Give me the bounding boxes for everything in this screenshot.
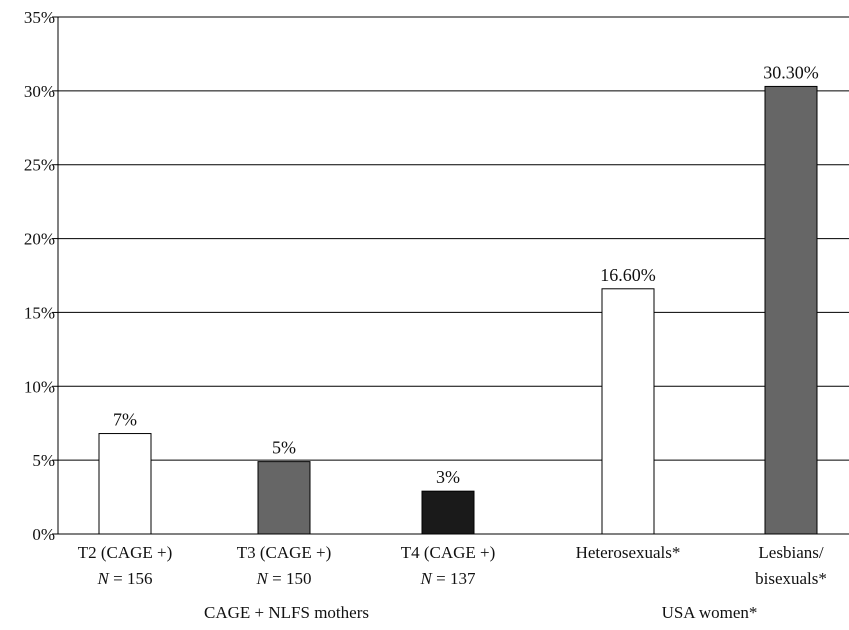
category-labels: T2 (CAGE +) N = 156 T3 (CAGE +) N = 150 T4 (… <box>78 543 827 588</box>
y-tick-label: 35% <box>24 8 55 27</box>
data-label: 30.30% <box>763 62 819 82</box>
data-labels: 7% 5% 3% 16.60% 30.30% <box>113 62 819 487</box>
y-tick-label: 25% <box>24 156 55 175</box>
data-label: 7% <box>113 410 137 430</box>
y-tick-label: 30% <box>24 82 55 101</box>
category-label: Lesbians/ <box>758 543 823 562</box>
bar <box>421 490 475 535</box>
category-label: T3 (CAGE +) <box>237 543 332 562</box>
data-label: 5% <box>272 438 296 458</box>
grid-lines <box>58 16 849 535</box>
y-tick-label: 20% <box>24 230 55 249</box>
category-sample-size: N = 156 <box>97 569 153 588</box>
category-sample-size: N = 150 <box>256 569 312 588</box>
category-label: T2 (CAGE +) <box>78 543 173 562</box>
y-tick-label: 10% <box>24 377 55 396</box>
bar <box>257 461 311 535</box>
group-label: USA women* <box>662 603 758 622</box>
data-label: 3% <box>436 467 460 487</box>
bars <box>98 85 818 535</box>
bar <box>98 433 152 535</box>
category-label: T4 (CAGE +) <box>401 543 496 562</box>
group-label: CAGE + NLFS mothers <box>204 603 369 622</box>
y-tick-label: 0% <box>32 525 55 544</box>
bar <box>601 288 655 535</box>
y-tick-label: 15% <box>24 303 55 322</box>
group-labels: CAGE + NLFS mothers USA women* <box>204 603 757 622</box>
data-label: 16.60% <box>600 265 656 285</box>
category-label: Heterosexuals* <box>576 543 681 562</box>
y-tick-label: 5% <box>32 451 55 470</box>
category-label-line2: bisexuals* <box>755 569 827 588</box>
category-sample-size: N = 137 <box>420 569 476 588</box>
y-axis-ticks: 0% 5% 10% 15% 20% 25% 30% 35% <box>24 8 58 544</box>
bar <box>764 85 818 535</box>
